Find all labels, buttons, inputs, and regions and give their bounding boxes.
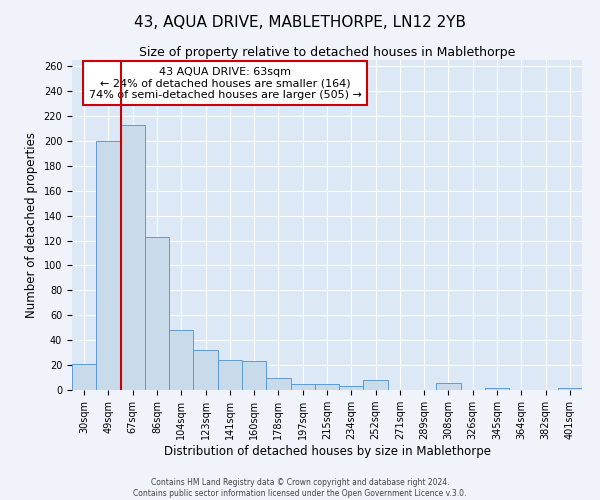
Bar	[242, 362, 266, 390]
Bar	[436, 382, 461, 390]
Bar	[121, 125, 145, 390]
Bar	[266, 378, 290, 390]
Bar	[169, 330, 193, 390]
Bar	[339, 386, 364, 390]
Bar	[290, 384, 315, 390]
Bar	[72, 364, 96, 390]
Text: 43 AQUA DRIVE: 63sqm
← 24% of detached houses are smaller (164)
74% of semi-deta: 43 AQUA DRIVE: 63sqm ← 24% of detached h…	[89, 66, 361, 100]
Bar	[145, 237, 169, 390]
Text: 43, AQUA DRIVE, MABLETHORPE, LN12 2YB: 43, AQUA DRIVE, MABLETHORPE, LN12 2YB	[134, 15, 466, 30]
Bar	[193, 350, 218, 390]
Bar	[364, 380, 388, 390]
Bar	[558, 388, 582, 390]
Title: Size of property relative to detached houses in Mablethorpe: Size of property relative to detached ho…	[139, 46, 515, 59]
X-axis label: Distribution of detached houses by size in Mablethorpe: Distribution of detached houses by size …	[163, 445, 491, 458]
Bar	[485, 388, 509, 390]
Y-axis label: Number of detached properties: Number of detached properties	[25, 132, 38, 318]
Bar	[218, 360, 242, 390]
Bar	[96, 141, 121, 390]
Text: Contains HM Land Registry data © Crown copyright and database right 2024.
Contai: Contains HM Land Registry data © Crown c…	[133, 478, 467, 498]
Bar	[315, 384, 339, 390]
